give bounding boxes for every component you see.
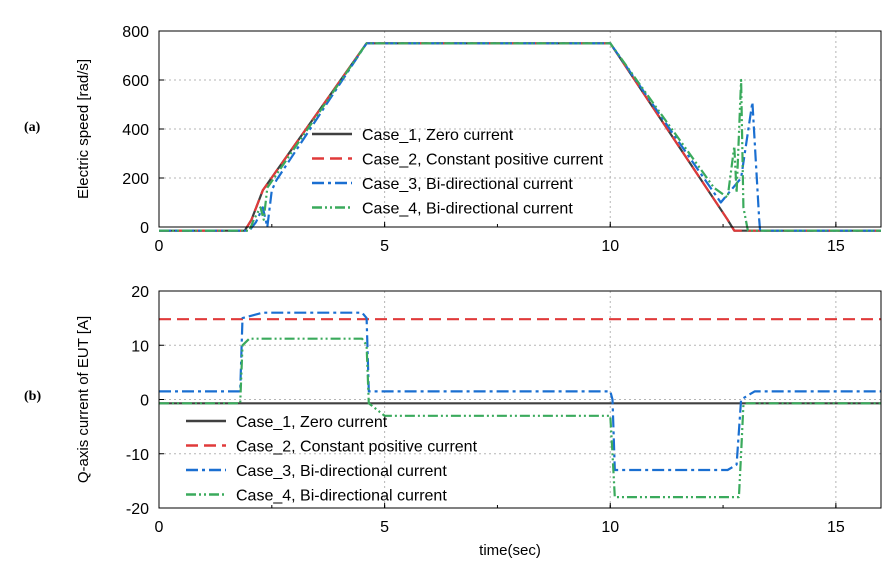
series-line-4 <box>159 337 881 499</box>
chart-b: 0 5 10 15 -20 -10 0 10 20 Q-axis current of EUT [… <box>75 284 882 559</box>
legend-label-4: Case_4, Bi-directional current <box>362 201 573 218</box>
y-axis-title: Q-axis current of EUT [A] <box>75 316 92 483</box>
y-tick-label: -20 <box>126 501 149 518</box>
x-axis-title: time(sec) <box>479 542 541 559</box>
legend-label-1: Case_1, Zero current <box>362 127 514 144</box>
y-tick-label: 600 <box>122 73 149 90</box>
legend-label-1: Case_1, Zero current <box>236 414 388 431</box>
y-tick-label: 0 <box>140 220 149 237</box>
x-tick-label: 0 <box>155 238 164 255</box>
legend-label-2: Case_2, Constant positive current <box>236 439 478 456</box>
y-tick-label: 20 <box>131 284 149 301</box>
chart-a: 0 5 10 15 0 200 400 600 800 Electric speed [rad/s… <box>75 24 882 255</box>
x-tick-label: 15 <box>827 238 845 255</box>
panel-a-label: (a) <box>24 120 41 135</box>
x-tick-label: 0 <box>155 519 164 536</box>
y-tick-label: 10 <box>131 338 149 355</box>
y-tick-label: 800 <box>122 24 149 41</box>
y-tick-label: 0 <box>140 393 149 410</box>
x-tick-label: 15 <box>827 519 845 536</box>
x-tick-label: 5 <box>380 238 389 255</box>
series-line-3 <box>159 42 881 232</box>
y-axis-title: Electric speed [rad/s] <box>75 59 92 199</box>
x-tick-label: 10 <box>601 238 619 255</box>
y-tick-label: -10 <box>126 447 149 464</box>
y-tick-label: 200 <box>122 171 149 188</box>
x-tick-label: 10 <box>601 519 619 536</box>
legend-label-2: Case_2, Constant positive current <box>362 152 604 169</box>
y-tick-label: 400 <box>122 122 149 139</box>
legend: Case_1, Zero current Case_2, Constant pos… <box>312 127 604 218</box>
legend: Case_1, Zero current Case_2, Constant pos… <box>186 414 478 505</box>
series-line-3 <box>159 311 881 472</box>
legend-label-3: Case_3, Bi-directional current <box>236 463 447 480</box>
legend-label-3: Case_3, Bi-directional current <box>362 176 573 193</box>
x-tick-label: 5 <box>380 519 389 536</box>
panel-b-label: (b) <box>24 389 42 404</box>
series-line-4 <box>159 42 881 232</box>
legend-label-4: Case_4, Bi-directional current <box>236 488 447 505</box>
